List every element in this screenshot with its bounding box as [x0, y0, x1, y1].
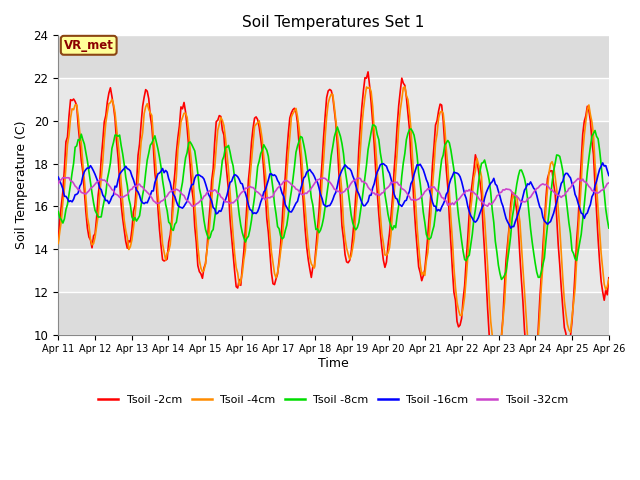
Tsoil -2cm	[295, 141, 303, 147]
Tsoil -4cm	[122, 228, 129, 233]
Bar	[58, 164, 609, 206]
Line: Tsoil -8cm: Tsoil -8cm	[58, 125, 609, 279]
Tsoil -4cm	[577, 181, 585, 187]
Tsoil -2cm	[218, 127, 226, 133]
Tsoil -2cm	[528, 392, 536, 397]
Tsoil -32cm	[54, 180, 62, 186]
Tsoil -4cm	[401, 84, 409, 90]
Tsoil -2cm	[577, 158, 585, 164]
Tsoil -4cm	[237, 278, 244, 284]
Title: Soil Temperatures Set 1: Soil Temperatures Set 1	[243, 15, 425, 30]
Bar	[58, 292, 609, 335]
Bar	[58, 36, 609, 78]
Tsoil -4cm	[246, 175, 254, 181]
Tsoil -16cm	[54, 174, 62, 180]
Tsoil -8cm	[237, 223, 244, 228]
Tsoil -2cm	[364, 69, 372, 75]
Tsoil -8cm	[122, 174, 129, 180]
Tsoil -16cm	[605, 173, 612, 179]
Line: Tsoil -2cm: Tsoil -2cm	[58, 72, 609, 395]
Tsoil -4cm	[530, 371, 538, 377]
Bar	[58, 206, 609, 249]
Tsoil -2cm	[122, 239, 129, 244]
Tsoil -32cm	[298, 192, 306, 198]
Tsoil -16cm	[295, 192, 303, 198]
Text: VR_met: VR_met	[64, 39, 114, 52]
Tsoil -16cm	[507, 225, 515, 231]
Line: Tsoil -16cm: Tsoil -16cm	[58, 163, 609, 228]
Tsoil -8cm	[369, 122, 376, 128]
Tsoil -32cm	[59, 175, 67, 180]
Bar	[58, 78, 609, 121]
Tsoil -16cm	[122, 163, 129, 169]
Tsoil -8cm	[246, 227, 254, 232]
Tsoil -32cm	[605, 180, 612, 186]
Tsoil -8cm	[498, 276, 506, 282]
Bar	[58, 249, 609, 292]
Tsoil -8cm	[54, 209, 62, 215]
Y-axis label: Soil Temperature (C): Soil Temperature (C)	[15, 120, 28, 249]
Tsoil -16cm	[576, 205, 584, 211]
Tsoil -8cm	[218, 157, 226, 163]
Tsoil -8cm	[577, 231, 585, 237]
Tsoil -16cm	[218, 205, 226, 211]
Tsoil -16cm	[599, 160, 607, 166]
Tsoil -2cm	[237, 282, 244, 288]
Line: Tsoil -4cm: Tsoil -4cm	[58, 87, 609, 374]
X-axis label: Time: Time	[318, 357, 349, 370]
Line: Tsoil -32cm: Tsoil -32cm	[58, 178, 609, 206]
Tsoil -4cm	[295, 125, 303, 131]
Tsoil -32cm	[189, 204, 197, 209]
Tsoil -8cm	[295, 139, 303, 144]
Tsoil -32cm	[221, 199, 229, 205]
Tsoil -4cm	[605, 276, 612, 282]
Tsoil -2cm	[54, 238, 62, 244]
Tsoil -32cm	[249, 185, 257, 191]
Tsoil -16cm	[246, 207, 254, 213]
Tsoil -4cm	[54, 240, 62, 246]
Tsoil -16cm	[237, 180, 244, 186]
Tsoil -32cm	[124, 192, 131, 198]
Tsoil -4cm	[218, 118, 226, 123]
Tsoil -2cm	[605, 275, 612, 281]
Tsoil -32cm	[577, 178, 585, 184]
Bar	[58, 121, 609, 164]
Tsoil -8cm	[605, 225, 612, 231]
Tsoil -32cm	[240, 188, 248, 194]
Legend: Tsoil -2cm, Tsoil -4cm, Tsoil -8cm, Tsoil -16cm, Tsoil -32cm: Tsoil -2cm, Tsoil -4cm, Tsoil -8cm, Tsoi…	[94, 391, 573, 410]
Tsoil -2cm	[246, 162, 254, 168]
